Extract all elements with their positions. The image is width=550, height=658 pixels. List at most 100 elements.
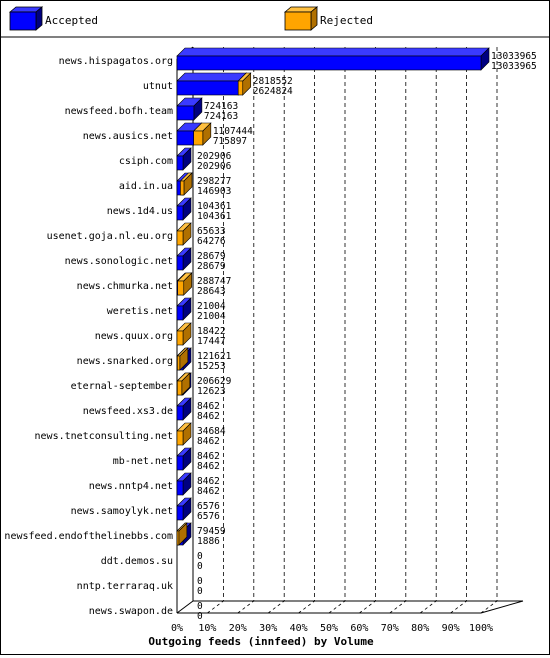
floor-gridline: [389, 600, 407, 614]
legend: Accepted Rejected: [1, 6, 549, 38]
value-label-accepted: 104361: [197, 211, 232, 222]
bar-rejected: [193, 130, 204, 146]
category-label: mb-net.net: [113, 456, 173, 467]
value-label-offered: 121621: [197, 351, 232, 362]
category-label: news.tnetconsulting.net: [35, 431, 173, 442]
bar-accepted: [176, 305, 184, 321]
value-label-offered: 8462: [197, 451, 220, 462]
value-label-accepted: 28679: [197, 261, 226, 272]
category-label: news.hispagatos.org: [59, 56, 173, 67]
bar-accepted: [176, 480, 184, 496]
value-label-offered: 0: [197, 551, 203, 562]
category-label: csiph.com: [119, 156, 173, 167]
value-label-accepted: 13033965: [491, 61, 537, 72]
bar-accepted: [176, 130, 194, 146]
x-tick-label: 30%: [259, 623, 277, 634]
value-label-accepted: 12623: [197, 386, 226, 397]
bar-accepted: [176, 55, 482, 71]
chart-title: Outgoing feeds (innfeed) by Volume: [148, 635, 374, 648]
floor-gridline: [419, 600, 437, 614]
legend-rejected-label: Rejected: [320, 14, 373, 27]
floor-right-edge: [480, 600, 524, 614]
x-tick-label: 60%: [350, 623, 368, 634]
value-label-offered: 6576: [197, 501, 220, 512]
category-label: eternal-september: [71, 381, 173, 392]
bar-rejected: [177, 280, 185, 296]
value-label-accepted: 6576: [197, 511, 220, 522]
bar-accepted: [176, 230, 184, 246]
category-label: ddt.demos.su: [101, 556, 173, 567]
value-label-accepted: 715897: [213, 136, 247, 147]
floor-gridline: [298, 600, 315, 614]
x-tick-label: 70%: [381, 623, 399, 634]
plot-area: 0% 10% 20% 30% 40% 50% 60% 70% 80% 90% 100% news.hi…: [4, 46, 537, 634]
value-label-offered: 28679: [197, 251, 226, 262]
floor-gridline: [237, 600, 255, 614]
value-label-offered: 34684: [197, 426, 226, 437]
bar-accepted: [176, 255, 184, 271]
value-label-accepted: 0: [197, 586, 203, 597]
bar-rejected: [237, 80, 244, 96]
value-label-offered: 18422: [197, 326, 226, 337]
category-label: newsfeed.endofthelinebbs.com: [4, 531, 173, 542]
bar-accepted: [176, 405, 184, 421]
x-tick-label: 40%: [290, 623, 308, 634]
bar-accepted: [176, 330, 184, 346]
value-label-offered: 0: [197, 601, 203, 612]
floor-left-edge: [176, 600, 194, 614]
value-label-offered: 79459: [197, 526, 226, 537]
value-label-accepted: 17447: [197, 336, 226, 347]
value-label-accepted: 28643: [197, 286, 226, 297]
value-label-offered: 13033965: [491, 51, 537, 62]
value-label-offered: 65633: [197, 226, 226, 237]
category-label: news.samoylyk.net: [71, 506, 173, 517]
x-tick-label: 50%: [320, 623, 338, 634]
x-tick-label: 10%: [198, 623, 216, 634]
category-label: weretis.net: [107, 306, 173, 317]
value-label-offered: 8462: [197, 401, 220, 412]
value-label-accepted: 15253: [197, 361, 226, 372]
category-label: newsfeed.bofh.team: [65, 106, 173, 117]
x-tick-label: 90%: [442, 623, 460, 634]
value-label-offered: 298277: [197, 176, 231, 187]
bar-accepted: [176, 455, 184, 471]
category-label: news.ausics.net: [83, 131, 173, 142]
legend-accepted-swatch: [9, 11, 37, 31]
legend-rejected-swatch: [284, 11, 312, 31]
value-label-offered: 2818552: [253, 76, 293, 87]
value-label-accepted: 724163: [204, 111, 238, 122]
value-label-accepted: 64276: [197, 236, 226, 247]
value-label-accepted: 0: [197, 611, 203, 622]
category-label: usenet.goja.nl.eu.org: [47, 231, 173, 242]
value-label-accepted: 0: [197, 561, 203, 572]
bar-rejected: [176, 530, 180, 546]
value-label-offered: 0: [197, 576, 203, 587]
category-label: news.snarked.org: [77, 356, 173, 367]
bar-accepted: [176, 430, 184, 446]
category-label: nntp.terraraq.uk: [77, 581, 173, 592]
x-tick-label: 100%: [469, 623, 493, 634]
value-label-offered: 21004: [197, 301, 226, 312]
bar-accepted: [176, 80, 239, 96]
x-tick-label: 20%: [229, 623, 247, 634]
value-label-offered: 202906: [197, 151, 232, 162]
bar-accepted-top: [176, 47, 490, 57]
floor-gridline: [207, 600, 224, 614]
value-label-offered: 104361: [197, 201, 232, 212]
x-tick-label: 0%: [171, 623, 183, 634]
value-label-accepted: 202906: [197, 161, 232, 172]
x-tick-label: 80%: [411, 623, 429, 634]
category-label: utnut: [143, 81, 173, 92]
bar-accepted-top: [176, 72, 247, 82]
bar-rejected: [177, 355, 181, 371]
value-label-offered: 206629: [197, 376, 232, 387]
bar-accepted: [176, 505, 184, 521]
bar-rejected: [176, 380, 183, 396]
value-label-offered: 724163: [204, 101, 238, 112]
category-label: news.1d4.us: [107, 206, 173, 217]
category-label: news.quux.org: [95, 331, 173, 342]
value-label-accepted: 21004: [197, 311, 226, 322]
category-label: news.nntp4.net: [89, 481, 173, 492]
